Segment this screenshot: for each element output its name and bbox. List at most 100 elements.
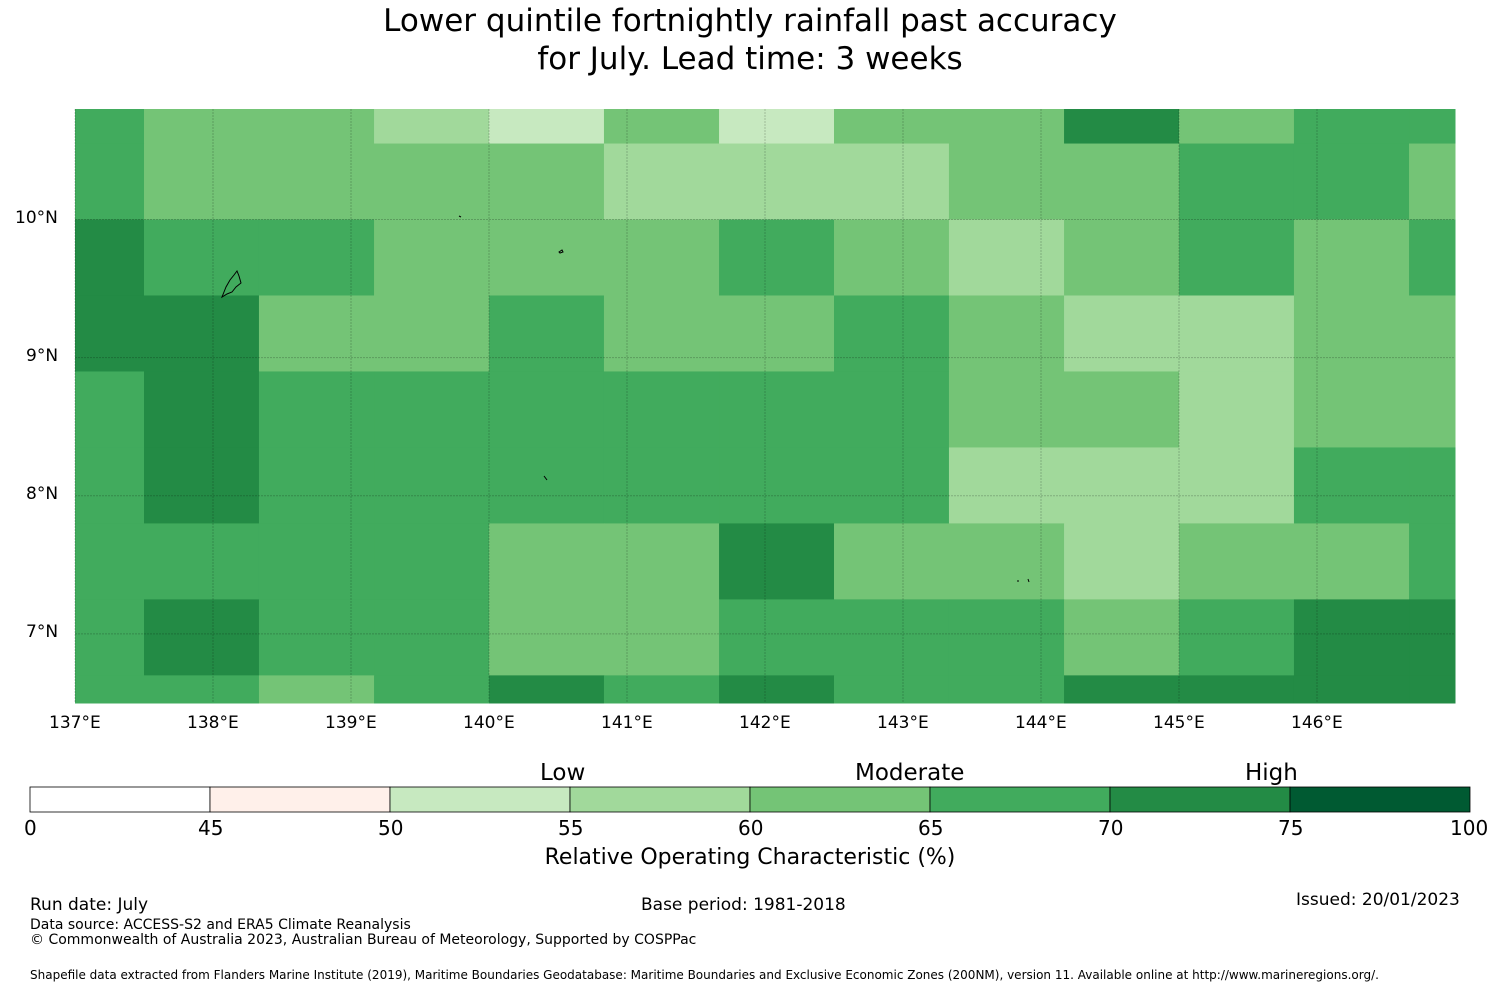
- map-cell: [1064, 295, 1180, 372]
- map-cell: [1293, 523, 1410, 600]
- map-cell: [1064, 143, 1180, 221]
- map-cell: [1179, 143, 1295, 221]
- island-ngulu-outline: [558, 249, 564, 254]
- map-cell: [1293, 599, 1410, 676]
- map-cell: [603, 219, 720, 296]
- map-cell: [1293, 675, 1410, 704]
- map-grid-cells: [75, 109, 1456, 704]
- map-cell: [1409, 219, 1456, 296]
- map-cell: [144, 447, 260, 524]
- map-cell: [1409, 371, 1456, 448]
- map-cell: [489, 523, 605, 600]
- lat-tick-7n: 7°N: [26, 622, 59, 642]
- map-cell: [948, 599, 1065, 676]
- data-source: Data source: ACCESS-S2 and ERA5 Climate …: [30, 917, 411, 933]
- colorbar-tick-75: 75: [1278, 816, 1304, 840]
- lat-tick-8n: 8°N: [26, 484, 59, 504]
- lon-tick-140e: 140°E: [463, 713, 515, 733]
- map-cell: [1064, 523, 1180, 600]
- map-cell: [489, 219, 605, 296]
- map-cell: [834, 447, 950, 524]
- map-cell: [1409, 143, 1456, 221]
- map-cell: [144, 599, 260, 676]
- map-cell: [719, 447, 835, 524]
- map-cell: [1179, 109, 1295, 145]
- colorbar-tick-70: 70: [1098, 816, 1124, 840]
- map-cell: [719, 143, 835, 221]
- colorbar-segment: [1109, 786, 1291, 813]
- map-cell: [489, 371, 605, 448]
- map-cell: [144, 219, 260, 296]
- map-cell: [1064, 371, 1180, 448]
- map-cell: [1179, 599, 1295, 676]
- lon-tick-139e: 139°E: [325, 713, 377, 733]
- map-cell: [1064, 675, 1180, 704]
- colorbar-segment: [389, 786, 571, 813]
- map-cell: [374, 371, 490, 448]
- map-cell: [1064, 447, 1180, 524]
- map-cell: [489, 295, 605, 372]
- map-cell: [489, 143, 605, 221]
- run-date: Run date: July: [30, 895, 149, 915]
- map-cell: [75, 143, 145, 221]
- map-cell: [719, 523, 835, 600]
- map-cell: [948, 143, 1065, 221]
- map-cell: [75, 675, 145, 704]
- map-cell: [1179, 523, 1295, 600]
- lon-tick-141e: 141°E: [601, 713, 653, 733]
- map-cell: [603, 143, 720, 221]
- map-cell: [374, 143, 490, 221]
- lon-tick-143e: 143°E: [877, 713, 929, 733]
- map-cell: [834, 109, 950, 145]
- map-cell: [948, 447, 1065, 524]
- map-cell: [75, 219, 145, 296]
- category-high-label: High: [1245, 760, 1298, 786]
- colorbar-axis-label: Relative Operating Characteristic (%): [544, 845, 956, 870]
- map-cell: [75, 523, 145, 600]
- map-cell: [1179, 371, 1295, 448]
- map-cell: [719, 295, 835, 372]
- island-fais-outline: [1017, 578, 1030, 583]
- map-cell: [948, 675, 1065, 704]
- chart-title-line-2: for July. Lead time: 3 weeks: [537, 41, 963, 77]
- colorbar-tick-60: 60: [738, 816, 764, 840]
- map-cell: [374, 447, 490, 524]
- colorbar-segment: [929, 786, 1111, 813]
- lon-tick-142e: 142°E: [739, 713, 791, 733]
- map-cell: [1409, 523, 1456, 600]
- category-low-label: Low: [540, 760, 586, 786]
- island-sorol-outline: [543, 475, 548, 481]
- map-cell: [948, 219, 1065, 296]
- colorbar: [29, 786, 1471, 813]
- lat-tick-10n: 10°N: [15, 208, 58, 228]
- map-cell: [489, 599, 605, 676]
- map-cell: [75, 371, 145, 448]
- map-cell: [489, 447, 605, 524]
- map-cell: [1293, 219, 1410, 296]
- map-cell: [603, 371, 720, 448]
- map-cell: [258, 295, 375, 372]
- map-cell: [1293, 109, 1410, 145]
- base-period: Base period: 1981-2018: [641, 895, 846, 915]
- map-cell: [258, 447, 375, 524]
- map-cell: [374, 675, 490, 704]
- map-cell: [834, 523, 950, 600]
- map-cell: [1409, 599, 1456, 676]
- map-cell: [374, 295, 490, 372]
- lat-tick-9n: 9°N: [26, 346, 59, 366]
- map-cell: [1293, 447, 1410, 524]
- map-cell: [719, 675, 835, 704]
- map-cell: [258, 219, 375, 296]
- map-cell: [603, 447, 720, 524]
- colorbar-segment: [749, 786, 931, 813]
- map-cell: [374, 599, 490, 676]
- map-cell: [948, 109, 1065, 145]
- map-cell: [75, 295, 145, 372]
- map-cell: [144, 109, 260, 145]
- map-cell: [603, 599, 720, 676]
- map-cell: [1064, 109, 1180, 145]
- colorbar-tick-100: 100: [1450, 816, 1489, 840]
- map-cell: [834, 599, 950, 676]
- map-cell: [1179, 675, 1295, 704]
